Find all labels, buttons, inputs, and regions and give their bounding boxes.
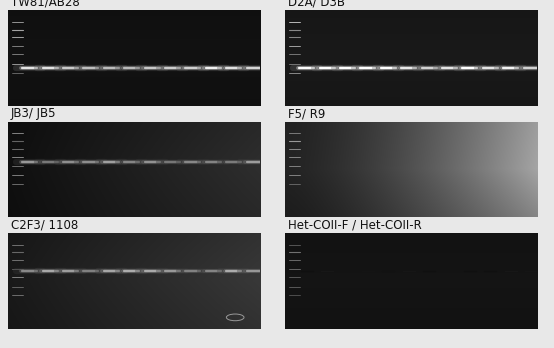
Text: F5/ R9: F5/ R9 — [288, 107, 325, 120]
Text: C2F3/ 1108: C2F3/ 1108 — [11, 219, 78, 231]
Text: D2A/ D3B: D2A/ D3B — [288, 0, 345, 9]
Text: Het-COII-F / Het-COII-R: Het-COII-F / Het-COII-R — [288, 219, 422, 231]
Text: TW81/AB28: TW81/AB28 — [11, 0, 80, 9]
Text: JB3/ JB5: JB3/ JB5 — [11, 107, 57, 120]
